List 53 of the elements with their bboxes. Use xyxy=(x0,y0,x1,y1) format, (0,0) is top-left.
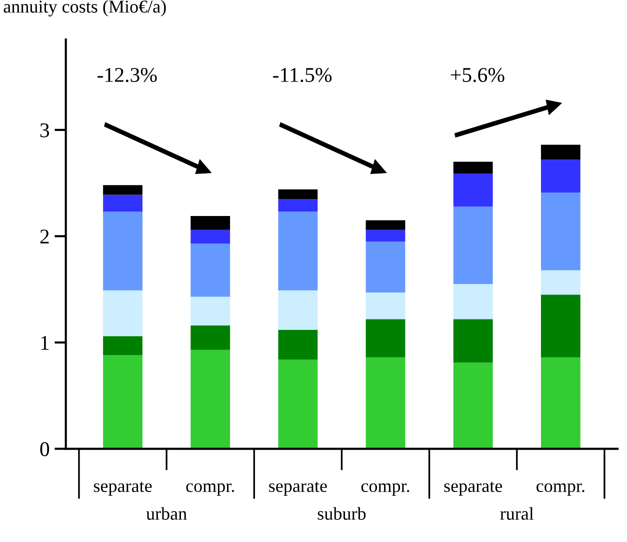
y-tick-label: 0 xyxy=(40,442,50,456)
bar xyxy=(103,355,142,449)
bar xyxy=(103,290,142,336)
bar xyxy=(540,144,580,160)
x-tick-label: separate xyxy=(94,482,152,496)
bar xyxy=(540,160,580,193)
bar xyxy=(103,212,142,290)
y-tick-label: 2 xyxy=(40,230,49,244)
bar xyxy=(366,242,406,293)
y-tick-label: 3 xyxy=(40,123,50,138)
annotation: -12.3% xyxy=(98,68,157,82)
bar xyxy=(190,230,230,244)
bar xyxy=(278,199,318,212)
annotation: +5.6% xyxy=(450,68,504,82)
bar xyxy=(366,319,406,358)
bar xyxy=(540,294,580,358)
bar xyxy=(278,330,318,360)
bar xyxy=(540,357,580,449)
bar xyxy=(278,189,318,199)
bar xyxy=(366,230,406,242)
bar xyxy=(190,216,230,230)
bar xyxy=(453,173,493,206)
bar xyxy=(103,185,142,195)
x-tick-label: separate xyxy=(269,482,327,496)
bar xyxy=(366,357,406,449)
x-tick-label: separate xyxy=(444,482,502,496)
bar xyxy=(540,192,580,270)
bar xyxy=(366,220,406,230)
bar xyxy=(453,162,493,174)
bar xyxy=(453,284,493,320)
text: urban xyxy=(146,507,187,520)
x-tick-label: compr. xyxy=(361,483,410,496)
x-tick-label: compr. xyxy=(536,483,584,496)
annotation: -11.5% xyxy=(273,68,332,82)
bar xyxy=(103,194,142,212)
bar xyxy=(190,325,230,350)
text: suburb xyxy=(318,507,366,520)
bar xyxy=(366,292,406,320)
bar xyxy=(453,319,493,363)
bar xyxy=(278,290,318,330)
bar xyxy=(453,206,493,284)
y-tick-label: 1 xyxy=(41,336,49,350)
bar xyxy=(278,359,318,449)
bar xyxy=(190,296,230,326)
bar xyxy=(278,212,318,290)
bar xyxy=(190,350,230,449)
x-tick-label: compr. xyxy=(186,483,234,496)
text: rural xyxy=(500,507,534,520)
bar xyxy=(190,244,230,297)
y-axis-title: annuity costs (Mio€/a) xyxy=(4,0,166,16)
bar xyxy=(453,362,493,449)
bar xyxy=(540,270,580,295)
bar xyxy=(103,336,142,356)
